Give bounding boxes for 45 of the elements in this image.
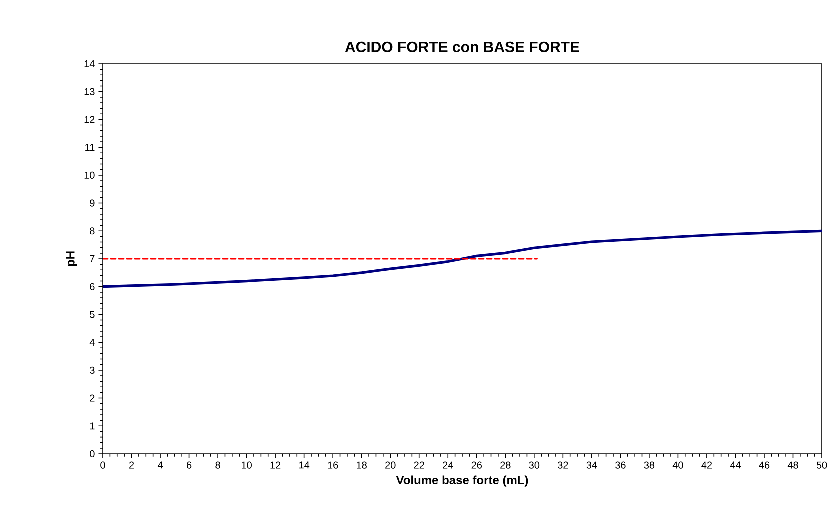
x-tick-label: 24 — [443, 462, 454, 469]
x-tick-label: 12 — [270, 462, 281, 469]
x-tick-label: 2 — [129, 462, 134, 469]
x-tick-label: 50 — [816, 462, 828, 469]
x-tick-label: 30 — [529, 462, 540, 469]
y-tick-label: 4 — [90, 339, 95, 346]
x-tick-label: 10 — [242, 462, 252, 469]
y-tick-label: 5 — [90, 311, 95, 318]
y-tick-label: 10 — [84, 172, 95, 179]
y-tick-label: 1 — [90, 422, 95, 430]
y-tick-label: 8 — [90, 228, 95, 235]
x-tick-label: 6 — [187, 462, 192, 469]
x-axis-title: Volume base forte (mL) — [396, 476, 528, 487]
x-tick-label: 48 — [788, 462, 798, 469]
x-tick-label: 34 — [586, 462, 598, 469]
x-tick-label: 20 — [386, 462, 396, 469]
y-tick-label: 14 — [84, 60, 95, 68]
x-tick-label: 14 — [300, 462, 310, 469]
chart-title: ACIDO FORTE con BASE FORTE — [345, 42, 580, 52]
x-tick-label: 22 — [414, 462, 424, 469]
y-tick-label: 11 — [86, 144, 95, 152]
x-tick-label: 26 — [472, 462, 482, 469]
y-axis-title: pH — [66, 252, 78, 266]
y-tick-label: 7 — [90, 256, 95, 262]
x-tick-label: 42 — [702, 462, 712, 469]
x-tick-label: 44 — [730, 462, 741, 469]
x-tick-label: 0 — [100, 462, 106, 469]
y-tick-label: 3 — [90, 366, 95, 374]
line-series — [103, 230, 822, 288]
x-tick-label: 32 — [558, 462, 568, 469]
x-tick-label: 46 — [759, 462, 770, 469]
x-tick-label: 28 — [500, 462, 511, 469]
y-tick-label: 9 — [90, 200, 95, 207]
x-tick-label: 16 — [328, 462, 338, 469]
x-tick-label: 40 — [672, 462, 684, 469]
y-tick-label: 0 — [90, 450, 95, 458]
y-tick-label: 2 — [90, 394, 95, 402]
x-tick-label: 4 — [158, 462, 164, 469]
y-tick-label: 13 — [84, 88, 95, 96]
x-tick-label: 8 — [216, 462, 220, 469]
x-tick-label: 36 — [615, 462, 626, 469]
y-tick-label: 6 — [90, 283, 95, 290]
x-tick-label: 18 — [357, 462, 367, 469]
y-tick-label: 12 — [84, 116, 95, 124]
x-tick-label: 38 — [644, 462, 655, 469]
